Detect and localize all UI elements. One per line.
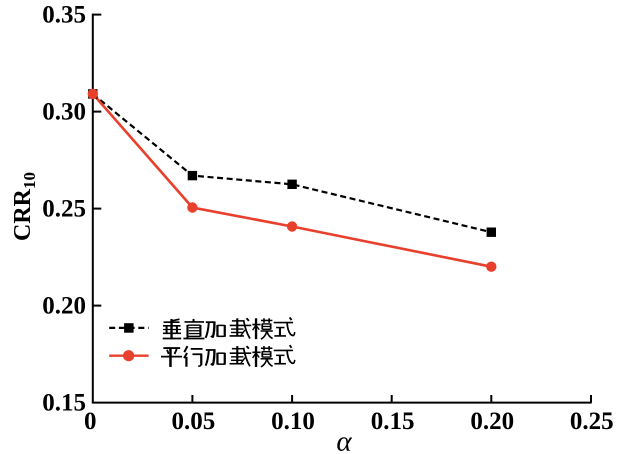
svg-text:0.20: 0.20 (470, 408, 514, 435)
svg-text:0.15: 0.15 (42, 390, 86, 417)
svg-text:0.10: 0.10 (271, 408, 315, 435)
svg-text:CRR10: CRR10 (10, 172, 39, 241)
svg-text:0.25: 0.25 (570, 408, 614, 435)
svg-text:0.30: 0.30 (42, 99, 86, 126)
svg-text:0.25: 0.25 (42, 196, 86, 223)
svg-text:0: 0 (84, 408, 97, 435)
svg-text:α: α (336, 426, 352, 454)
svg-text:0.20: 0.20 (42, 293, 86, 320)
svg-text:0.35: 0.35 (42, 2, 86, 29)
svg-text:0.05: 0.05 (172, 408, 216, 435)
svg-text:0.15: 0.15 (371, 408, 415, 435)
